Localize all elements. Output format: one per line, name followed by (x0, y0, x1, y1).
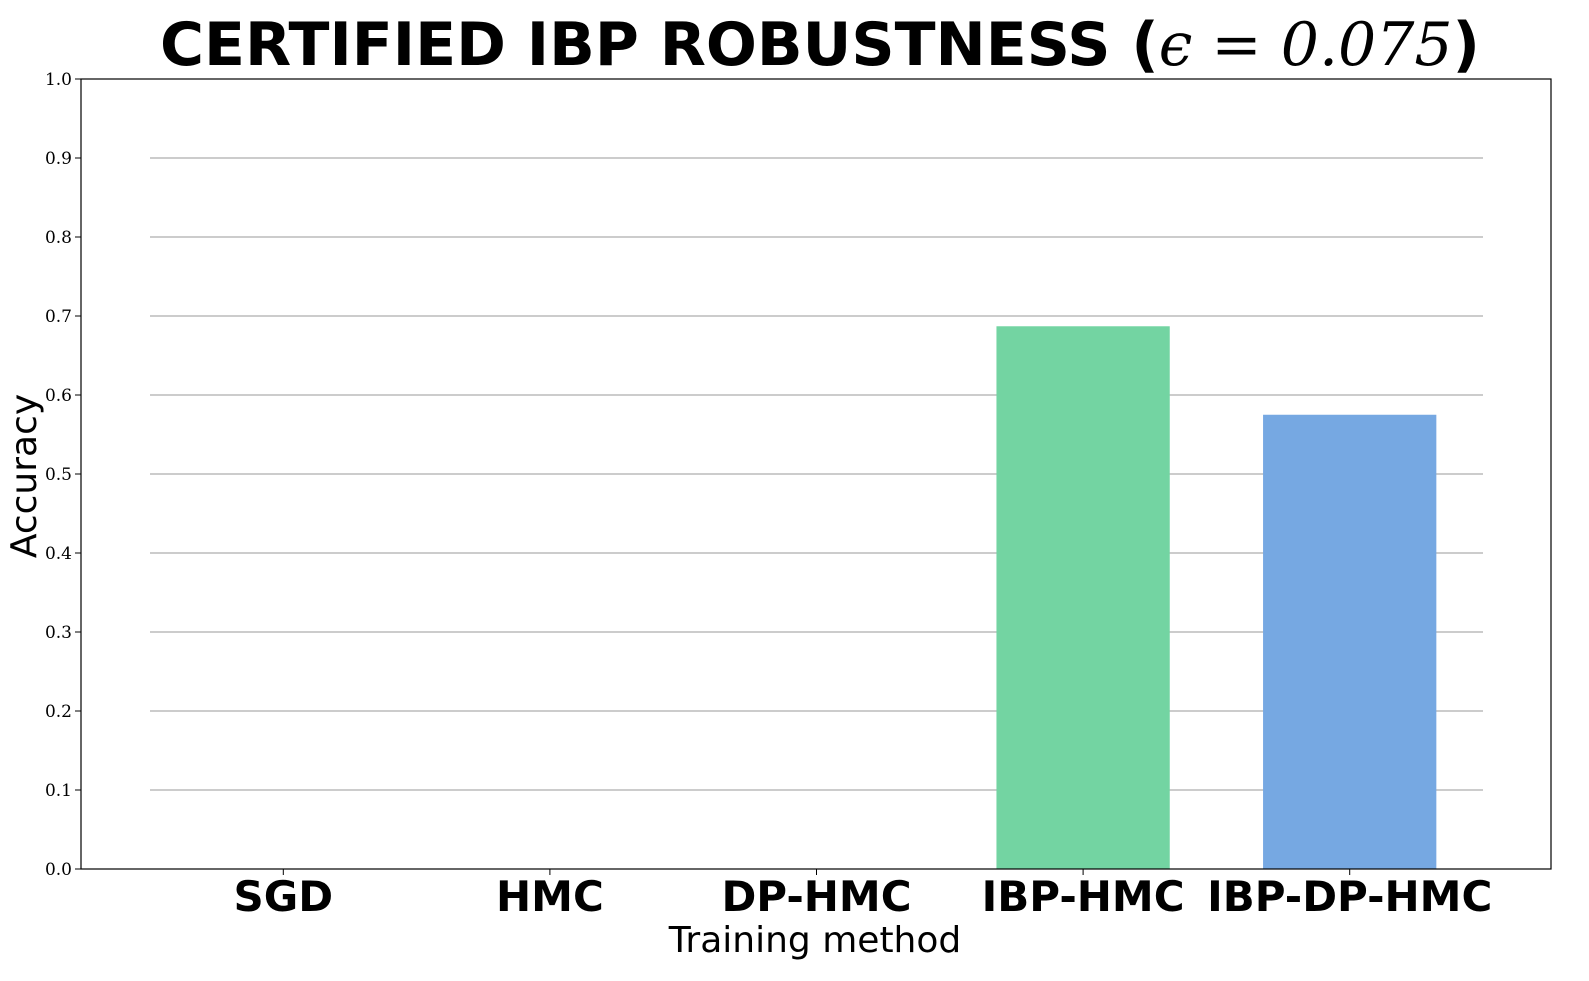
y-tick-label: 0.6 (45, 386, 72, 406)
x-tick-label: SGD (234, 872, 334, 921)
x-tick-label: HMC (496, 872, 604, 921)
x-tick-label: IBP-HMC (982, 872, 1185, 921)
y-tick-label: 0.9 (45, 149, 72, 169)
chart-title-text: CERTIFIED IBP ROBUSTNESS ( (160, 10, 1159, 80)
chart-title-math: ϵ = 0.075 (1159, 10, 1453, 80)
y-tick-label: 0.0 (45, 860, 72, 880)
gridlines (150, 157, 1483, 791)
x-tick-label: IBP-DP-HMC (1207, 872, 1492, 921)
y-tick-label: 1.0 (45, 70, 72, 90)
x-ticks: SGD HMC DP-HMC IBP-HMC IBP-DP-HMC (234, 869, 1492, 921)
y-tick-label: 0.3 (45, 623, 72, 643)
x-axis-label: Training method (668, 920, 962, 961)
y-tick-label: 0.8 (45, 228, 72, 248)
y-tick-label: 0.1 (45, 781, 72, 801)
y-tick-label: 0.4 (45, 544, 72, 564)
chart-title: CERTIFIED IBP ROBUSTNESS (ϵ = 0.075) (160, 10, 1480, 80)
x-tick-label: DP-HMC (721, 872, 911, 921)
y-tick-label: 0.2 (45, 702, 72, 722)
bar-ibp-dp-hmc (1263, 414, 1437, 869)
y-tick-label: 0.7 (45, 307, 72, 327)
bars (996, 326, 1437, 869)
y-axis-label: Accuracy (4, 394, 45, 558)
y-tick-label: 0.5 (45, 465, 72, 485)
chart-title-close: ) (1453, 10, 1480, 80)
y-ticks: 0.0 0.1 0.2 0.3 0.4 0.5 0.6 0.7 0.8 0.9 1.0 (45, 70, 81, 880)
bar-ibp-hmc (996, 326, 1170, 869)
